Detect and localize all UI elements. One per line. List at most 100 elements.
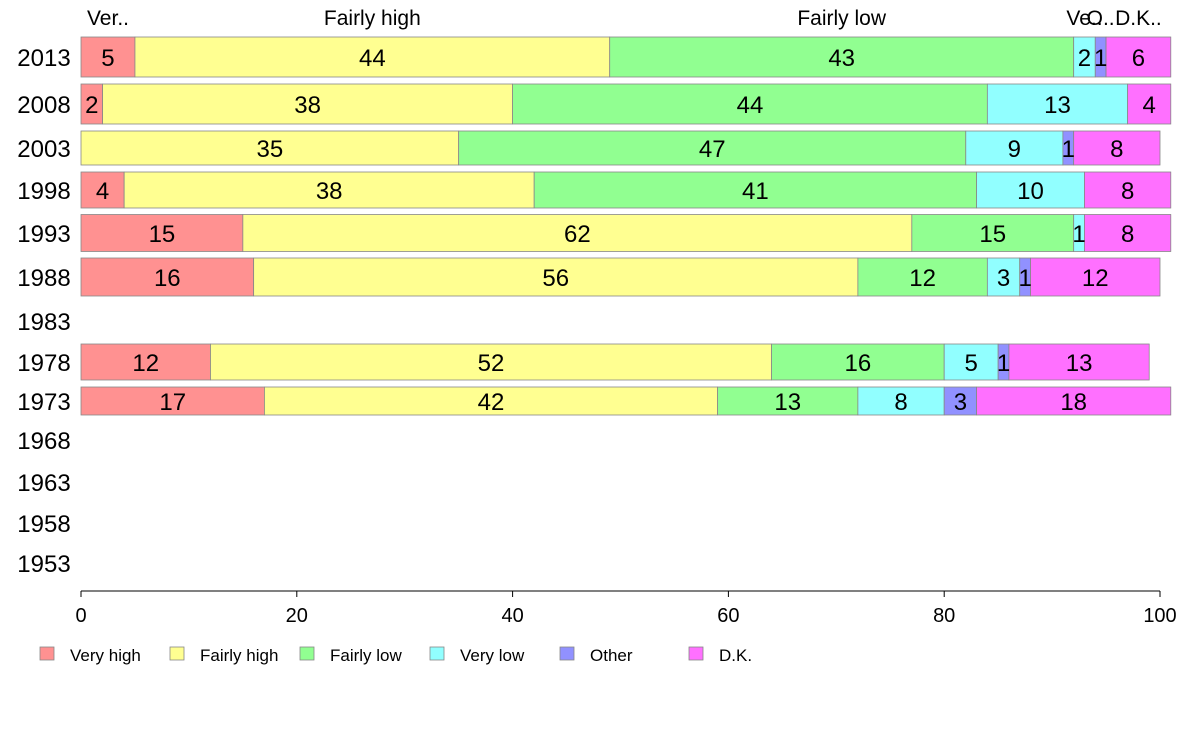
value-label-1988-fairly-low: 12 <box>909 265 936 292</box>
legend-swatch-other <box>559 646 575 661</box>
bar-1978-d-k <box>1008 343 1150 381</box>
bar-1988-very-low <box>986 257 1021 297</box>
bar-1988-d-k <box>1030 257 1161 297</box>
category-label-1983: 1983 <box>17 309 70 336</box>
bar-1988-fairly-low <box>857 257 988 297</box>
legend-item-other: Other <box>559 646 633 665</box>
bar-1998-d-k <box>1084 171 1172 209</box>
legend-label-very-low: Very low <box>460 646 525 665</box>
value-label-1988-very-high: 16 <box>154 265 181 292</box>
bar-1993-very-high <box>80 214 244 252</box>
category-label-1968: 1968 <box>17 428 70 455</box>
bar-2013-fairly-high <box>134 36 611 78</box>
value-label-1993-very-high: 15 <box>149 221 176 248</box>
header-label-other: O.. <box>1087 7 1115 30</box>
value-label-2003-d-k: 8 <box>1110 136 1123 163</box>
bar-2013-d-k <box>1105 36 1172 78</box>
header-label-fairly-high: Fairly high <box>324 7 421 30</box>
legend-item-d-k: D.K. <box>688 646 752 665</box>
legend-swatch-d-k <box>688 646 704 661</box>
bar-1973-other <box>943 386 977 416</box>
value-label-1973-very-high: 17 <box>159 389 186 416</box>
bar-2003-fairly-low <box>458 130 967 166</box>
value-label-1973-very-low: 8 <box>894 389 907 416</box>
value-label-2003-fairly-low: 47 <box>699 136 726 163</box>
top-header-labels: Ver.. Fairly high Fairly low Ve..O.. D.K.. <box>87 7 1162 30</box>
x-tick-label-20: 20 <box>286 605 308 627</box>
category-label-1978: 1978 <box>17 350 70 377</box>
bars: 5 44 43 2 1 62 38 44 13 435 47 9 1 84 38 41 10 815 62 15 1 81… <box>80 36 1172 416</box>
value-label-1973-d-k: 18 <box>1060 389 1087 416</box>
value-label-1998-d-k: 8 <box>1121 178 1134 205</box>
bar-1973-fairly-low <box>717 386 859 416</box>
bar-1973-very-low <box>857 386 945 416</box>
category-label-1998: 1998 <box>17 178 70 205</box>
value-label-1998-very-low: 10 <box>1017 178 1044 205</box>
bar-1988-very-high <box>80 257 255 297</box>
value-label-1973-other: 3 <box>954 389 967 416</box>
category-label-1988: 1988 <box>17 265 70 292</box>
value-label-2008-fairly-high: 38 <box>294 92 321 119</box>
value-label-1993-very-low: 1 <box>1072 221 1085 248</box>
value-label-1978-very-high: 12 <box>132 350 159 377</box>
bar-1993-d-k <box>1084 214 1172 252</box>
legend-swatch-fairly-high <box>169 646 185 661</box>
value-label-1978-fairly-high: 52 <box>478 350 505 377</box>
value-label-2013-d-k: 6 <box>1132 45 1145 72</box>
bar-2008-fairly-low <box>512 83 988 125</box>
x-tick-label-60: 60 <box>717 605 739 627</box>
legend-label-other: Other <box>590 646 633 665</box>
header-label-very-high: Ver.. <box>87 7 129 30</box>
value-label-1973-fairly-low: 13 <box>774 389 801 416</box>
bar-1998-very-high <box>80 171 125 209</box>
bar-1978-fairly-high <box>210 343 772 381</box>
bar-1998-fairly-low <box>533 171 977 209</box>
value-label-1978-other: 1 <box>997 350 1010 377</box>
category-label-1973: 1973 <box>17 389 70 416</box>
value-label-1988-very-low: 3 <box>997 265 1010 292</box>
value-label-2003-fairly-high: 35 <box>256 136 283 163</box>
bar-1978-fairly-low <box>771 343 945 381</box>
legend-item-very-high: Very high <box>39 646 141 665</box>
x-tick-label-100: 100 <box>1143 605 1176 627</box>
legend-swatch-very-high <box>39 646 55 661</box>
bar-1973-d-k <box>976 386 1172 416</box>
category-label-1958: 1958 <box>17 511 70 538</box>
category-label-2003: 2003 <box>17 136 70 163</box>
value-label-1998-fairly-low: 41 <box>742 178 769 205</box>
legend-label-d-k: D.K. <box>719 646 752 665</box>
value-label-1988-fairly-high: 56 <box>542 265 569 292</box>
bar-1978-very-high <box>80 343 211 381</box>
category-axis: 2013 2008 2003 1998 1993 1988 1983 1978 1973 1968… <box>17 45 70 578</box>
bar-1993-fairly-low <box>911 214 1075 252</box>
value-label-1978-fairly-low: 16 <box>845 350 872 377</box>
bar-1993-fairly-high <box>242 214 913 252</box>
x-tick-label-40: 40 <box>501 605 523 627</box>
x-tick-label-80: 80 <box>933 605 955 627</box>
value-label-2003-other: 1 <box>1062 136 1075 163</box>
category-label-2008: 2008 <box>17 92 70 119</box>
bar-2008-d-k <box>1127 83 1172 125</box>
value-label-1993-fairly-low: 15 <box>979 221 1006 248</box>
value-label-1998-fairly-high: 38 <box>316 178 343 205</box>
legend-label-fairly-high: Fairly high <box>200 646 278 665</box>
bar-2003-fairly-high <box>80 130 460 166</box>
legend-swatch-very-low <box>429 646 445 661</box>
category-label-2013: 2013 <box>17 45 70 72</box>
header-label-d-k: D.K.. <box>1115 7 1162 30</box>
bar-2008-fairly-high <box>102 83 513 125</box>
bar-2003-d-k <box>1073 130 1161 166</box>
value-label-2003-very-low: 9 <box>1008 136 1021 163</box>
header-label-fairly-low: Fairly low <box>797 7 887 30</box>
value-label-2008-very-high: 2 <box>85 92 98 119</box>
bar-1973-very-high <box>80 386 265 416</box>
value-label-1993-fairly-high: 62 <box>564 221 591 248</box>
value-label-1973-fairly-high: 42 <box>478 389 505 416</box>
x-tick-label-0: 0 <box>75 605 86 627</box>
category-label-1993: 1993 <box>17 221 70 248</box>
legend-item-fairly-high: Fairly high <box>169 646 278 665</box>
value-label-1988-other: 1 <box>1018 265 1031 292</box>
legend-label-fairly-low: Fairly low <box>330 646 403 665</box>
legend-item-fairly-low: Fairly low <box>299 646 403 665</box>
